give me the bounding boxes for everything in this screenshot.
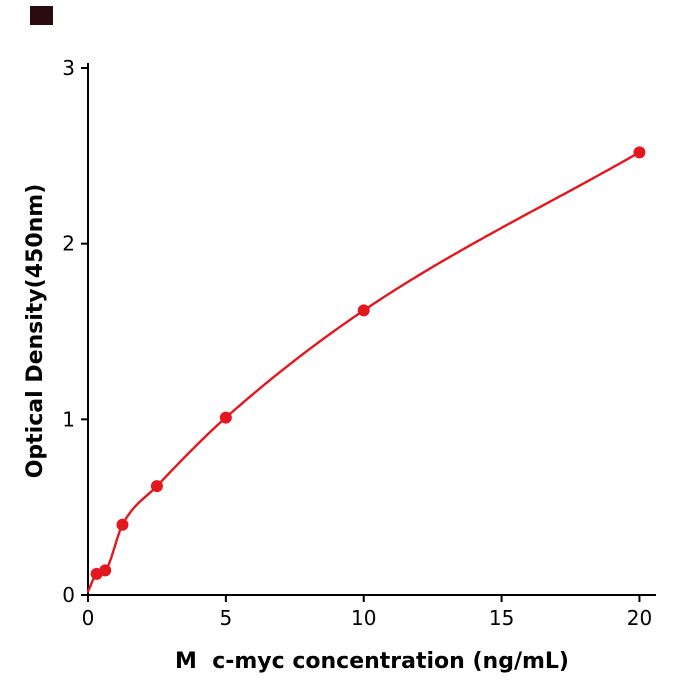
data-point <box>150 480 163 493</box>
data-point <box>357 304 370 317</box>
x-tick-label: 5 <box>219 606 232 630</box>
corner-mark <box>30 6 53 25</box>
data-point <box>99 564 112 577</box>
data-point <box>219 411 232 424</box>
y-axis-label: Optical Density(450nm) <box>23 184 48 479</box>
x-tick-label: 10 <box>351 606 376 630</box>
y-tick-label: 0 <box>62 583 75 607</box>
x-axis-label: M c-myc concentration (ng/mL) <box>175 649 569 674</box>
x-tick-label: 15 <box>489 606 514 630</box>
data-point <box>633 146 646 159</box>
x-tick-label: 20 <box>627 606 652 630</box>
y-tick-label: 3 <box>62 56 75 80</box>
fit-curve <box>86 151 641 593</box>
plot-layer: 0 5 10 15 20 0 1 2 3 <box>62 56 656 630</box>
y-tick-label: 2 <box>62 232 75 256</box>
data-point <box>116 518 129 531</box>
y-tick-label: 1 <box>62 407 75 431</box>
x-tick-label: 0 <box>82 606 95 630</box>
